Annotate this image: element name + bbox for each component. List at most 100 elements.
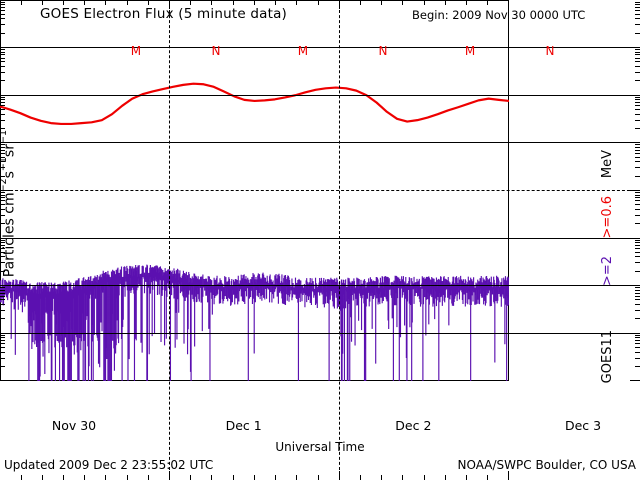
y-minor-tick [0, 108, 5, 110]
y-minor-tick [635, 49, 640, 51]
y-minor-tick [0, 113, 5, 115]
y-minor-tick [0, 295, 5, 297]
y-minor-tick [0, 357, 5, 359]
x-tick [275, 475, 277, 480]
x-tick [147, 475, 149, 480]
top-marker-m: M [130, 44, 142, 58]
y-minor-tick [0, 340, 5, 342]
y-minor-tick [635, 214, 640, 216]
x-tick [20, 0, 22, 5]
y-minor-tick [0, 161, 5, 163]
y-minor-tick [0, 337, 5, 339]
x-tick [105, 0, 107, 5]
x-tick [232, 475, 234, 480]
gridline-1e6 [0, 47, 640, 49]
y-minor-tick [635, 57, 640, 59]
y-minor-tick [635, 65, 640, 67]
y-major-tick [630, 332, 640, 334]
y-minor-tick [635, 304, 640, 306]
y-minor-tick [0, 49, 5, 51]
x-tick [190, 475, 192, 480]
right-label-satellite: GOES11 [600, 330, 615, 384]
y-minor-tick [635, 242, 640, 244]
y-minor-tick [635, 343, 640, 345]
y-minor-tick [0, 347, 5, 349]
y-minor-tick [0, 102, 5, 104]
y-major-tick [0, 237, 10, 239]
y-minor-tick [0, 256, 5, 258]
y-minor-tick [635, 146, 640, 148]
y-minor-tick [635, 318, 640, 320]
y-minor-tick [0, 99, 5, 101]
x-axis-title: Universal Time [275, 440, 365, 454]
y-minor-tick [635, 127, 640, 129]
y-minor-tick [635, 244, 640, 246]
top-marker-m: M [464, 44, 476, 58]
y-minor-tick [635, 192, 640, 194]
y-minor-tick [635, 105, 640, 107]
y-minor-tick [0, 4, 5, 5]
x-tick [253, 475, 255, 480]
y-minor-tick [0, 223, 5, 225]
y-minor-tick [635, 4, 640, 5]
x-tick [338, 471, 340, 480]
top-marker-n: N [545, 44, 555, 58]
x-tick [381, 0, 383, 5]
gridline-1e4 [0, 142, 640, 144]
y-minor-tick [0, 208, 5, 210]
y-major-tick [630, 142, 640, 144]
y-minor-tick [635, 161, 640, 163]
x-tick [253, 0, 255, 5]
y-minor-tick [0, 289, 5, 291]
y-minor-tick [635, 113, 640, 115]
y-minor-tick [635, 289, 640, 291]
y-minor-tick [635, 208, 640, 210]
gridline-1e0 [0, 332, 640, 334]
x-tick [444, 0, 446, 5]
y-minor-tick [0, 366, 5, 368]
x-tick-label: Dec 3 [564, 418, 602, 433]
x-tick [63, 475, 65, 480]
y-major-tick [0, 285, 10, 287]
gridline-1e1 [0, 285, 640, 287]
y-minor-tick [635, 149, 640, 151]
y-minor-tick [635, 248, 640, 250]
x-tick [423, 0, 425, 5]
gridline-1e3 [0, 189, 640, 191]
y-minor-tick [0, 204, 5, 206]
y-minor-tick [0, 105, 5, 107]
x-tick [211, 0, 213, 5]
y-minor-tick [0, 197, 5, 199]
x-tick [487, 475, 489, 480]
y-minor-tick [635, 99, 640, 101]
gridline-1e5 [0, 94, 640, 96]
begin-time-label: Begin: 2009 Nov 30 0000 UTC [412, 8, 586, 22]
y-minor-tick [635, 310, 640, 312]
source-attribution: NOAA/SWPC Boulder, CO USA [457, 458, 636, 472]
y-minor-tick [0, 248, 5, 250]
y-minor-tick [635, 256, 640, 258]
y-minor-tick [0, 270, 5, 272]
x-tick [147, 0, 149, 5]
x-tick-label: Dec 2 [395, 418, 432, 433]
x-tick [465, 0, 467, 5]
x-tick [41, 0, 43, 5]
y-minor-tick [635, 71, 640, 73]
right-label-series-hi: >=0.6 [600, 196, 615, 239]
y-minor-tick [635, 351, 640, 353]
y-minor-tick [0, 244, 5, 246]
y-minor-tick [0, 167, 5, 169]
x-tick [126, 0, 128, 5]
y-minor-tick [0, 292, 5, 294]
y-minor-tick [0, 192, 5, 194]
y-minor-tick [0, 242, 5, 244]
y-minor-tick [0, 9, 5, 11]
x-tick [359, 475, 361, 480]
y-major-tick [0, 94, 10, 96]
y-minor-tick [0, 194, 5, 196]
x-tick [296, 0, 298, 5]
y-minor-tick [635, 337, 640, 339]
x-tick [190, 0, 192, 5]
